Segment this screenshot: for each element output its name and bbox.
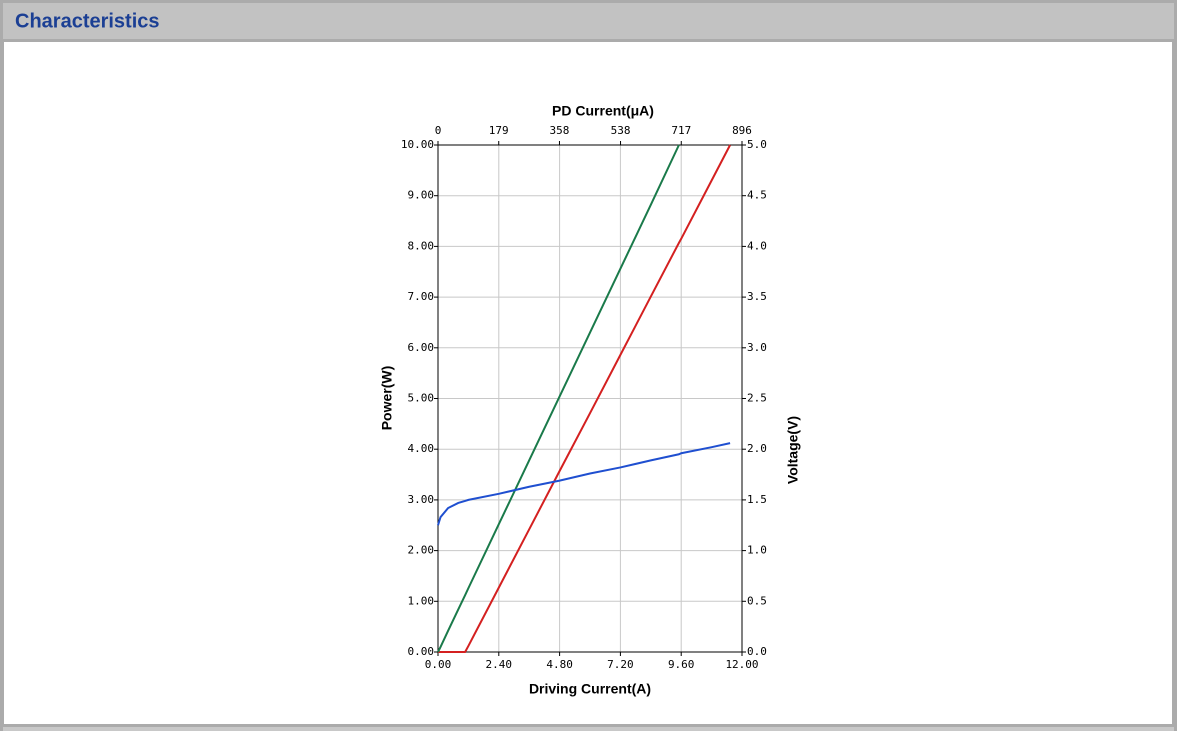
header-bar <box>3 3 1174 39</box>
y2-tick-label: 1.5 <box>747 493 767 506</box>
y2-tick-label: 2.5 <box>747 392 767 405</box>
y2-tick-label: 4.0 <box>747 239 767 252</box>
x-tick-label: 7.20 <box>607 658 634 671</box>
y-tick-label: 0.00 <box>408 645 435 658</box>
top-axis-title: PD Current(μA) <box>552 103 654 119</box>
x-tick-label: 0.00 <box>425 658 452 671</box>
next-header <box>3 727 1174 731</box>
y2-tick-label: 0.0 <box>747 645 767 658</box>
y-axis-title: Power(W) <box>379 366 395 431</box>
x-axis-title: Driving Current(A) <box>529 681 651 697</box>
y2-tick-label: 2.0 <box>747 442 767 455</box>
panel-title: Characteristics <box>15 10 160 32</box>
y2-axis-title: Voltage(V) <box>785 416 801 484</box>
y-tick-label: 10.00 <box>401 138 434 151</box>
series-line <box>437 144 680 653</box>
series-line <box>437 442 731 526</box>
series-line <box>438 144 731 653</box>
y-tick-label: 3.00 <box>408 493 435 506</box>
y-tick-label: 4.00 <box>408 442 435 455</box>
panel-body <box>4 42 1172 724</box>
x2-tick-label: 179 <box>489 124 509 137</box>
x-tick-label: 2.40 <box>486 658 513 671</box>
y2-tick-label: 0.5 <box>747 594 767 607</box>
y2-tick-label: 4.5 <box>747 189 767 202</box>
plot-border <box>437 144 743 653</box>
x2-tick-label: 896 <box>732 124 752 137</box>
y2-tick-label: 3.0 <box>747 341 767 354</box>
y-tick-label: 6.00 <box>408 341 435 354</box>
y-tick-label: 7.00 <box>408 290 435 303</box>
y-tick-label: 9.00 <box>408 189 435 202</box>
x2-tick-label: 717 <box>671 124 691 137</box>
x-tick-label: 9.60 <box>668 658 695 671</box>
x-tick-label: 12.00 <box>725 658 758 671</box>
y-tick-label: 2.00 <box>408 544 435 557</box>
x-tick-label: 4.80 <box>546 658 573 671</box>
x2-tick-label: 358 <box>550 124 570 137</box>
x2-tick-label: 0 <box>435 124 442 137</box>
y-tick-label: 8.00 <box>408 239 435 252</box>
y-tick-label: 5.00 <box>408 392 435 405</box>
y-tick-label: 1.00 <box>408 594 435 607</box>
y2-tick-label: 1.0 <box>747 544 767 557</box>
x2-tick-label: 538 <box>611 124 631 137</box>
y2-tick-label: 3.5 <box>747 290 767 303</box>
y2-tick-label: 5.0 <box>747 138 767 151</box>
